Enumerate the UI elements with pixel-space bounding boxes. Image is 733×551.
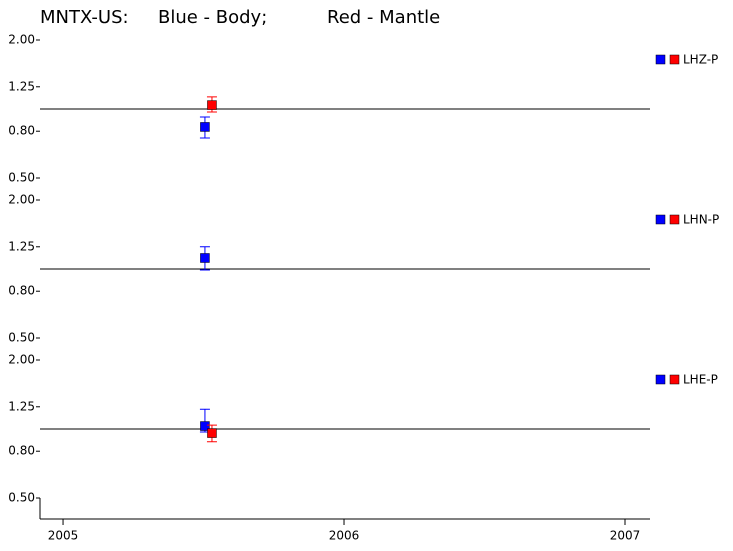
chart-title: MNTX-US: (40, 7, 129, 28)
y-tick-label: 0.80 (8, 444, 35, 458)
y-tick-label: 2.00 (8, 353, 35, 367)
y-tick-label: 2.00 (8, 193, 35, 207)
legend-swatch (655, 374, 666, 385)
legend-swatch (655, 214, 666, 225)
chart-title: Blue - Body; (158, 7, 267, 28)
legend-swatch (669, 374, 680, 385)
chart-title: Red - Mantle (327, 7, 440, 28)
y-tick-label: 0.50 (8, 171, 35, 185)
y-tick-label: 0.50 (8, 331, 35, 345)
legend-label: LHE-P (683, 373, 718, 387)
legend-label: LHZ-P (683, 53, 718, 67)
legend-label: LHN-P (683, 213, 719, 227)
y-tick-label: 0.50 (8, 491, 35, 505)
legend-swatch (669, 214, 680, 225)
y-tick-label: 1.25 (8, 79, 35, 93)
y-tick-label: 0.80 (8, 284, 35, 298)
x-tick-label: 2006 (329, 529, 360, 543)
legend-swatch (655, 54, 666, 65)
point (207, 100, 217, 110)
y-tick-label: 1.25 (8, 239, 35, 253)
point (207, 428, 217, 438)
point (200, 122, 210, 132)
x-tick-label: 2007 (610, 529, 641, 543)
point (200, 253, 210, 263)
legend-swatch (669, 54, 680, 65)
y-tick-label: 2.00 (8, 33, 35, 47)
x-tick-label: 2005 (48, 529, 79, 543)
y-tick-label: 1.25 (8, 399, 35, 413)
point (200, 421, 210, 431)
y-tick-label: 0.80 (8, 124, 35, 138)
